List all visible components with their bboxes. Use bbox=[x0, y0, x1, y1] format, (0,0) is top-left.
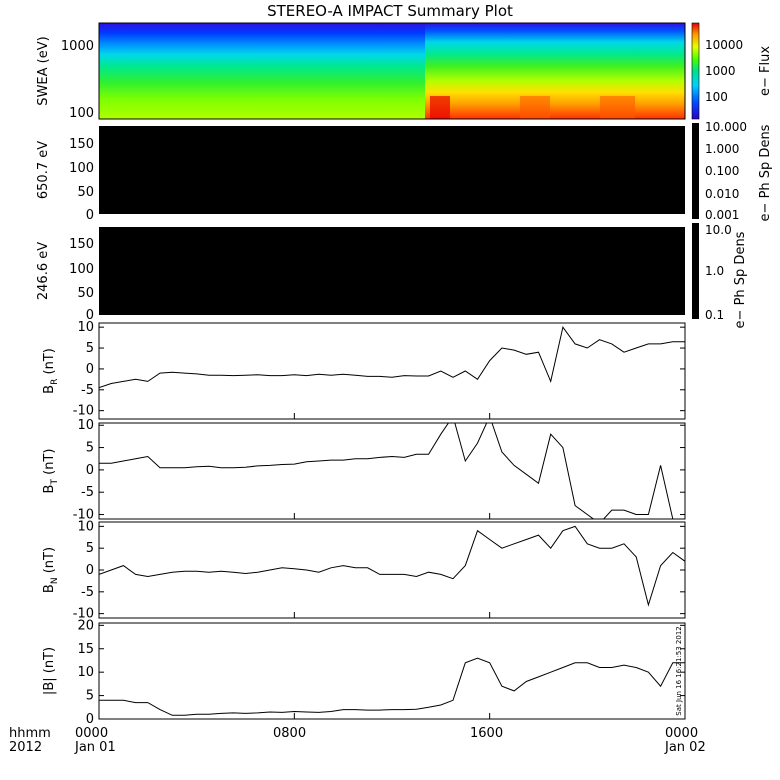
swea-cb-tick-10000: 10000 bbox=[705, 38, 743, 52]
pad650-ytick-50: 50 bbox=[77, 185, 94, 200]
bmag-ticks: 20 15 10 5 0 bbox=[77, 618, 686, 727]
pad246-ytick-150: 150 bbox=[69, 237, 94, 252]
pad650-ytick-0: 0 bbox=[86, 208, 94, 223]
bmag-ytick-label: 5 bbox=[86, 689, 94, 704]
swea-spectrogram-hot bbox=[425, 23, 685, 119]
bmag-ytick-label: 10 bbox=[77, 665, 94, 680]
plot-title: STEREO-A IMPACT Summary Plot bbox=[267, 2, 513, 20]
swea-band-1 bbox=[430, 96, 450, 119]
bt-frame bbox=[98, 422, 686, 520]
swea-band-2 bbox=[520, 96, 550, 119]
br-ytick-label: 10 bbox=[77, 320, 94, 335]
swea-spectrogram-base bbox=[99, 23, 425, 119]
pad650-cb-tick-0.001: 0.001 bbox=[705, 208, 739, 222]
swea-ylabel: SWEA (eV) bbox=[36, 36, 51, 105]
bmag-ytick-label: 0 bbox=[86, 712, 94, 727]
pad246-ylabel: 246.6 eV bbox=[36, 242, 51, 300]
bn-ytick-label: 0 bbox=[86, 563, 94, 578]
bn-series-line bbox=[99, 525, 685, 607]
pad650-cb-tick-0.01: 0.010 bbox=[705, 187, 739, 201]
pad246-panel: 150 100 50 0 246.6 eV 10.0 1.0 0.1 e− Ph… bbox=[36, 223, 748, 328]
pad246-colorbar bbox=[692, 223, 699, 319]
time-axis-year-label: 2012 bbox=[9, 740, 42, 755]
time-axis-date-end: Jan 02 bbox=[664, 740, 706, 755]
bt-series-line bbox=[99, 423, 685, 519]
pad650-cb-label: e− Ph Sp Dens bbox=[758, 124, 773, 221]
bt-ytick-label: 0 bbox=[86, 463, 94, 478]
pad650-ytick-100: 100 bbox=[69, 161, 94, 176]
pad650-cb-tick-10: 10.000 bbox=[705, 120, 747, 134]
br-ytick-label: 5 bbox=[86, 341, 94, 356]
bn-panel: 10 5 0 -5 -10 BN (nT) bbox=[42, 519, 686, 622]
br-panel: 10 5 0 -5 -10 BR (nT) bbox=[42, 320, 686, 420]
bmag-frame bbox=[98, 622, 686, 720]
swea-cb-label: e− Flux bbox=[758, 46, 773, 96]
bt-ytick-label: 5 bbox=[86, 441, 94, 456]
plot-timestamp: Sat Jun 16 16:21:53 2012 bbox=[675, 626, 683, 715]
pad246-ytick-0: 0 bbox=[86, 308, 94, 323]
time-axis: hhmm 2012 0000 0800 1600 0000 Jan 01 Jan… bbox=[9, 726, 706, 755]
time-axis-tick-0800: 0800 bbox=[273, 726, 306, 741]
swea-colorbar bbox=[691, 22, 700, 120]
br-series-line bbox=[99, 326, 685, 389]
bn-ytick-label: -10 bbox=[73, 607, 94, 622]
swea-cb-tick-100: 100 bbox=[705, 90, 728, 104]
br-ytick-label: -10 bbox=[73, 404, 94, 419]
bmag-ytick-label: 15 bbox=[77, 642, 94, 657]
bn-ytick-label: -5 bbox=[81, 585, 94, 600]
bn-frame bbox=[98, 521, 686, 619]
bt-ticks: 10 5 0 -5 -10 bbox=[73, 418, 686, 523]
pad650-ylabel: 650.7 eV bbox=[36, 141, 51, 199]
time-axis-hhmm-label: hhmm bbox=[9, 726, 51, 741]
pad650-cb-tick-1: 1.000 bbox=[705, 142, 739, 156]
pad246-ytick-50: 50 bbox=[77, 286, 94, 301]
br-ytick-label: -5 bbox=[81, 383, 94, 398]
bt-panel: 10 5 0 -5 -10 BT (nT) bbox=[42, 418, 686, 523]
bmag-series-line bbox=[99, 657, 685, 716]
pad650-spectrogram bbox=[99, 126, 685, 214]
pad246-cb-label: e− Ph Sp Dens bbox=[733, 231, 748, 328]
bmag-panel: 20 15 10 5 0 |B| (nT) Sat Jun 16 16:21:53 20… bbox=[42, 618, 686, 727]
time-axis-date-start: Jan 01 bbox=[74, 740, 116, 755]
br-ylabel: BR (nT) bbox=[42, 348, 60, 394]
swea-cb-tick-1000: 1000 bbox=[705, 64, 736, 78]
pad246-cb-tick-1: 1.0 bbox=[705, 264, 724, 278]
swea-band-3 bbox=[600, 96, 635, 119]
swea-frame bbox=[98, 22, 686, 120]
bt-ytick-label: 10 bbox=[77, 418, 94, 433]
time-axis-tick-0000: 0000 bbox=[75, 726, 108, 741]
bmag-ytick-label: 20 bbox=[77, 618, 94, 633]
pad246-spectrogram bbox=[99, 227, 685, 315]
bn-ytick-label: 10 bbox=[77, 519, 94, 534]
pad650-colorbar bbox=[692, 123, 699, 219]
pad246-cb-tick-10: 10.0 bbox=[705, 223, 732, 237]
bt-ylabel: BT (nT) bbox=[42, 449, 60, 494]
bt-ytick-label: -10 bbox=[73, 508, 94, 523]
swea-ytick-100: 100 bbox=[69, 106, 94, 121]
pad650-cb-tick-0.1: 0.100 bbox=[705, 164, 739, 178]
time-axis-tick-1600: 1600 bbox=[470, 726, 503, 741]
swea-ytick-1000: 1000 bbox=[61, 39, 94, 54]
pad650-ytick-150: 150 bbox=[69, 137, 94, 152]
bt-ytick-label: -5 bbox=[81, 485, 94, 500]
time-axis-tick-0000-end: 0000 bbox=[665, 726, 698, 741]
pad246-ytick-100: 100 bbox=[69, 262, 94, 277]
pad650-panel: 150 100 50 0 650.7 eV 10.000 1.000 0.100… bbox=[36, 120, 773, 223]
swea-panel: 1000 100 SWEA (eV) 10000 1000 100 e− Flu… bbox=[36, 22, 773, 121]
br-ytick-label: 0 bbox=[86, 362, 94, 377]
br-frame bbox=[98, 322, 686, 420]
bn-ylabel: BN (nT) bbox=[42, 547, 60, 593]
br-ticks: 10 5 0 -5 -10 bbox=[73, 320, 686, 419]
pad246-cb-tick-0.1: 0.1 bbox=[705, 308, 724, 322]
bmag-ylabel: |B| (nT) bbox=[42, 647, 57, 695]
bn-ticks: 10 5 0 -5 -10 bbox=[73, 519, 686, 622]
bn-ytick-label: 5 bbox=[86, 541, 94, 556]
